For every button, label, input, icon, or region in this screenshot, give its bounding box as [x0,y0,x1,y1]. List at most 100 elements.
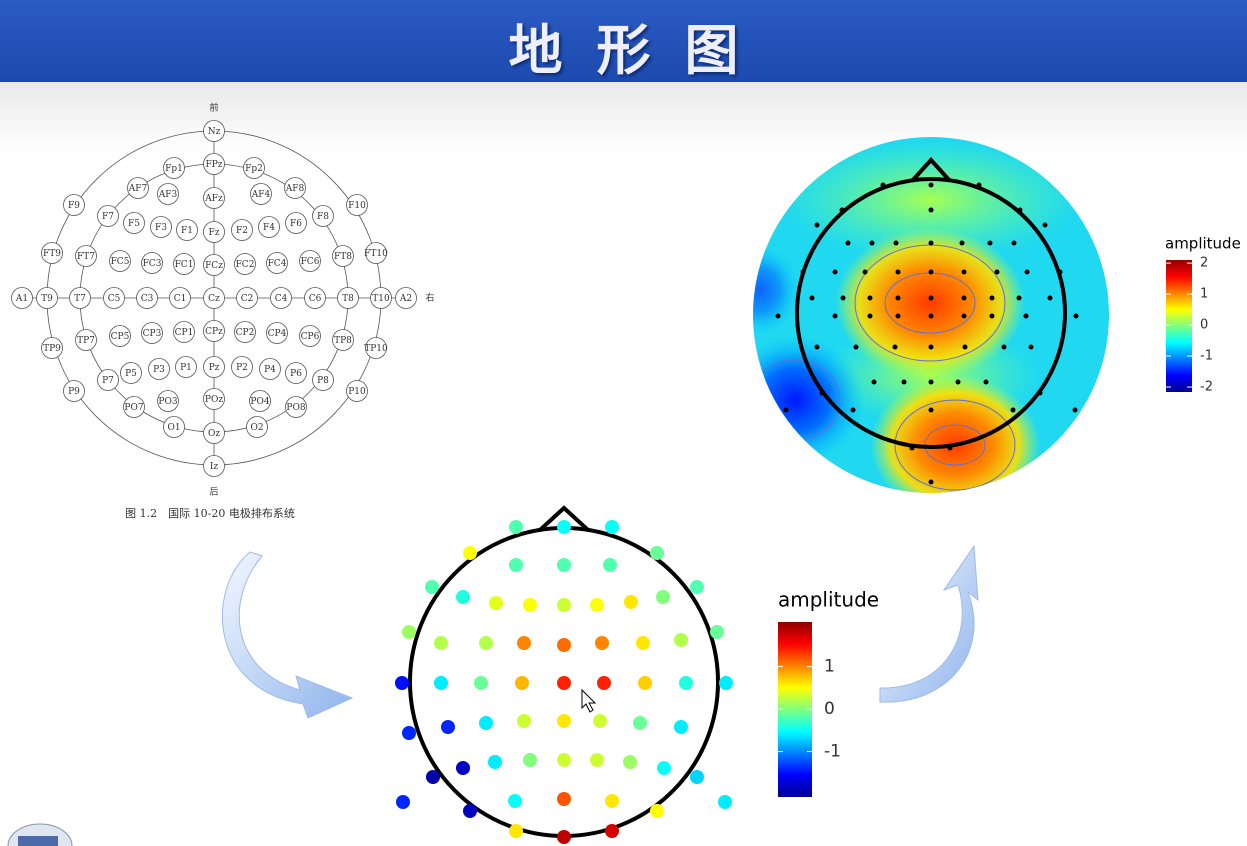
amplitude-dot [441,720,455,734]
topomap: amplitude [753,137,1241,493]
amplitude-dot [595,636,609,650]
electrode-label: TP7 [77,336,95,346]
electrode-label: F9 [68,201,80,211]
electrode-label: F5 [128,219,140,229]
electrode [243,157,265,179]
electrode-dot [867,295,873,301]
electrode-label: Fz [209,228,220,238]
electrode-dot [871,379,877,385]
amplitude-dot [509,520,523,534]
amplitude-dot [523,598,537,612]
electrode-label: PO4 [250,397,269,407]
electrode [203,287,225,309]
electrode-label: AF4 [251,190,271,200]
electrode-dot [814,344,820,350]
front-label: 前 [209,102,218,114]
electrode-label: AF3 [158,190,178,200]
electrode-dot [850,407,856,413]
electrode-label: FC1 [175,260,194,270]
electrode-dot [909,445,915,451]
electrode [123,212,145,234]
electrode [203,254,225,276]
electrode-label: FT7 [77,252,95,262]
electrode-label: C1 [174,294,187,304]
colorbar [778,622,812,797]
electrode-dot [1023,313,1029,319]
electrode-dot [962,344,968,350]
electrode-dot [1016,295,1022,301]
electrode-label: F1 [181,226,193,236]
electrode-dot [1028,344,1034,350]
amplitude-dot [434,636,448,650]
electrode-dot [867,313,873,319]
amplitude-dot [456,761,470,775]
electrode-dot [809,295,815,301]
electrode [332,329,354,351]
back-label: 后 [209,487,218,498]
electrode-label: CP5 [111,332,130,342]
electrode-label: CP3 [143,329,162,339]
electrode-label: P3 [153,365,165,375]
legend-title: amplitude [1165,235,1241,253]
colorbar-tick-label: -1 [824,742,841,762]
electrode-label: F2 [236,226,248,236]
amplitude-dot [690,770,704,784]
electrode-label: FT9 [43,249,61,259]
colorbar-tick-label: -1 [1200,349,1213,364]
electrode [173,321,195,343]
electrode [395,287,417,309]
colorbar-tick-label: 0 [1200,318,1208,333]
electrode-label: P6 [290,369,302,379]
amplitude-dot [633,716,647,730]
electrode [150,216,172,238]
electrode-dot [1024,269,1030,275]
colorbar-tick-label: 2 [1200,256,1208,271]
electrode [36,287,58,309]
header: 地形图 [0,0,1247,82]
amplitude-dot [557,676,571,690]
electrode-dot [895,313,901,319]
electrode [285,396,307,418]
electrode-dot [853,344,859,350]
electrode [231,356,253,378]
electrode-dot [862,269,868,275]
amplitude-dot [679,676,693,690]
electrode [346,380,368,402]
electrode-label: P5 [125,369,137,379]
electrode [173,253,195,275]
electrode [120,362,142,384]
amplitude-dot [557,714,571,728]
amplitude-dot [474,676,488,690]
amplitude-dot [509,824,523,838]
electrode-label: FPz [205,160,222,170]
electrode [234,321,256,343]
colorbar-tick-label: 1 [1200,287,1208,302]
amplitude-dot [710,625,724,639]
electrode-label: A2 [399,294,412,304]
electrode [285,212,307,234]
electrode-dot [1072,407,1078,413]
electrode-label: PO3 [158,397,177,407]
amplitude-dot [489,596,503,610]
electrode-label: CPz [205,327,223,337]
amplitude-dot [674,720,688,734]
electrode [41,337,63,359]
nose [910,157,952,183]
head-outline [795,177,1067,449]
amplitude-dot [425,580,439,594]
electrode-label: P8 [317,376,329,386]
amplitude-dot [719,676,733,690]
amplitude-dot [690,580,704,594]
electrode-label: PO8 [286,403,305,413]
amplitude-dot [624,595,638,609]
electrode-label: FC6 [301,257,320,267]
amplitude-dot [597,676,611,690]
electrode-dot [994,269,1000,275]
electrode [259,358,281,380]
electrode-dot [928,269,934,275]
background-fade [0,82,1247,152]
electrode-label: PO7 [124,403,143,413]
electrode-dot [880,182,886,188]
electrode-dot [800,269,806,275]
